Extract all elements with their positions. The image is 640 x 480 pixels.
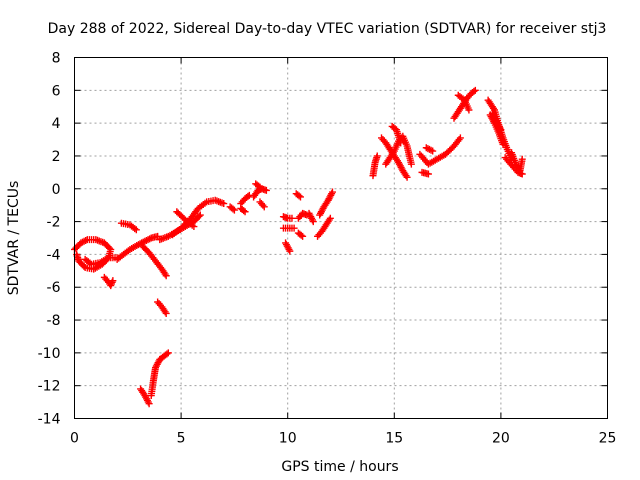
y-tick-label: -10 — [38, 346, 61, 362]
data-point — [256, 183, 264, 191]
y-tick-label: 2 — [52, 149, 61, 165]
data-point — [427, 146, 435, 154]
data-point — [299, 232, 307, 240]
data-point — [196, 211, 204, 219]
data-point — [465, 106, 473, 114]
data-point — [240, 207, 248, 215]
data-point — [286, 247, 294, 255]
y-tick-label: -2 — [47, 215, 61, 231]
data-point — [220, 200, 228, 208]
data-point — [132, 226, 140, 234]
data-point — [295, 192, 303, 200]
data-point — [407, 160, 415, 168]
data-point — [241, 208, 249, 216]
x-tick-label: 15 — [385, 431, 403, 447]
chart-title: Day 288 of 2022, Sidereal Day-to-day VTE… — [48, 21, 607, 37]
y-tick-label: -8 — [47, 313, 61, 329]
y-tick-label: -14 — [38, 412, 61, 428]
data-point — [518, 155, 526, 163]
data-point — [82, 236, 90, 244]
data-point — [424, 170, 432, 178]
x-axis-label: GPS time / hours — [281, 459, 398, 475]
data-point — [86, 259, 94, 267]
data-point — [230, 206, 238, 214]
y-tick-label: 4 — [52, 116, 61, 132]
data-point — [456, 134, 464, 142]
x-tick-label: 10 — [279, 431, 297, 447]
data-point — [145, 400, 153, 408]
data-point — [326, 214, 334, 222]
x-tick-label: 0 — [70, 431, 79, 447]
data-point — [403, 173, 411, 181]
data-point — [471, 86, 479, 94]
data-point — [297, 231, 305, 239]
data-point — [163, 350, 171, 358]
data-point — [146, 235, 154, 243]
data-point — [288, 214, 296, 222]
y-tick-label: -4 — [47, 247, 61, 263]
data-point — [190, 223, 198, 231]
data-point — [497, 126, 505, 134]
data-point — [290, 224, 298, 232]
data-point — [328, 188, 336, 196]
y-tick-label: 0 — [52, 182, 61, 198]
data-point — [162, 272, 170, 280]
data-point — [470, 87, 478, 95]
data-point — [260, 203, 268, 211]
plot-frame — [74, 57, 608, 419]
data-point — [373, 152, 381, 160]
y-tick-label: -6 — [47, 280, 61, 296]
y-axis-label: SDTVAR / TECUs — [6, 181, 22, 296]
data-point — [195, 212, 203, 220]
y-tick-label: -12 — [38, 379, 61, 395]
axis-ticks: 0 5 10 15 20 25 -14 -12 -10 -8 -6 -4 -2 0 2 4 6 8 — [38, 51, 617, 447]
y-tick-label: 8 — [52, 51, 61, 67]
x-tick-label: 20 — [492, 431, 510, 447]
data-points — [71, 86, 526, 408]
x-tick-label: 25 — [599, 431, 617, 447]
data-point — [131, 225, 139, 233]
x-tick-label: 5 — [177, 431, 186, 447]
data-point — [499, 140, 507, 148]
data-point — [425, 145, 433, 153]
data-point — [255, 182, 263, 190]
data-point — [164, 349, 172, 357]
grid — [74, 57, 608, 419]
data-point — [262, 186, 270, 194]
data-point — [109, 277, 117, 285]
data-point — [309, 218, 317, 226]
y-tick-label: 6 — [52, 83, 61, 99]
data-point — [429, 147, 437, 155]
data-point — [296, 193, 304, 201]
data-point — [162, 309, 170, 317]
data-point — [397, 139, 405, 147]
data-point — [229, 205, 237, 213]
